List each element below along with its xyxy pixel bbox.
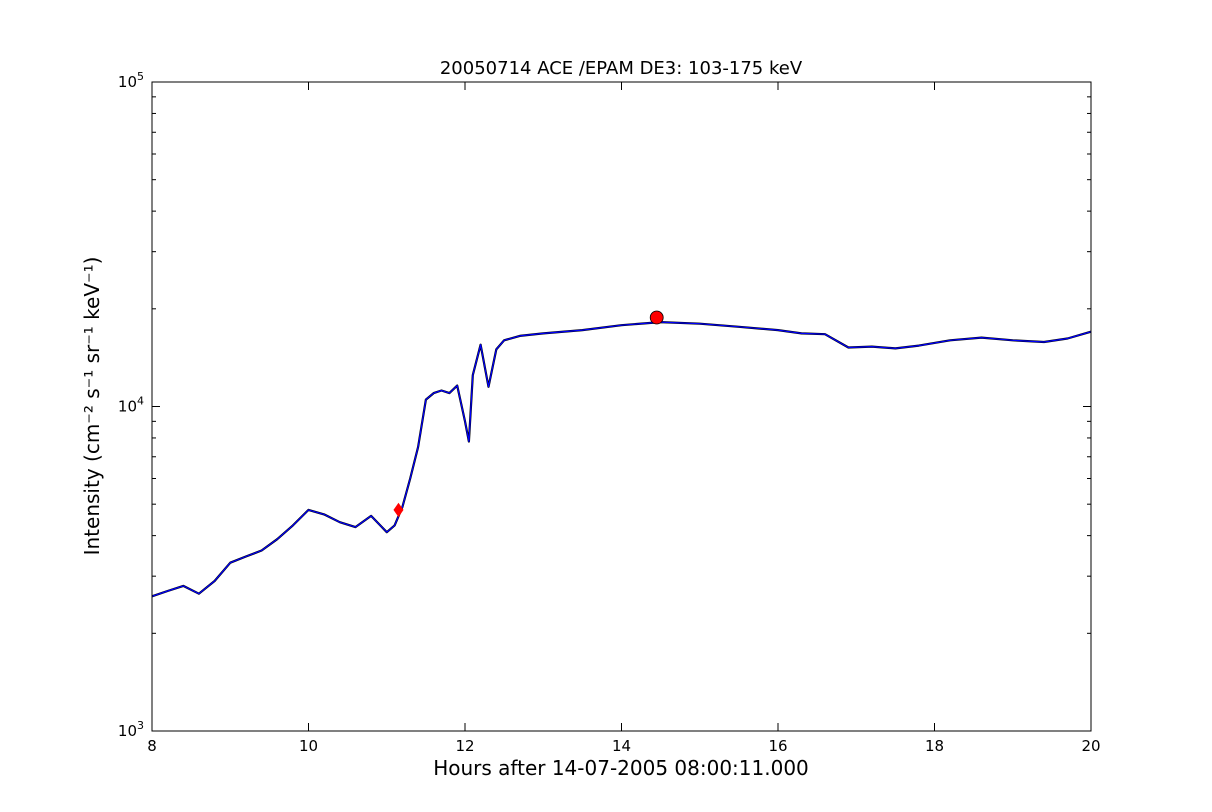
chart-title: 20050714 ACE /EPAM DE3: 103-175 keV bbox=[440, 58, 803, 79]
marker-diamond-0 bbox=[393, 502, 404, 518]
y-tick-label-1: 104 bbox=[118, 395, 144, 416]
tick-layer: 8 10 12 14 16 18 20 103 104 105 bbox=[118, 70, 1101, 755]
plot-area-frame bbox=[151, 81, 1092, 732]
x-tick-label-4: 16 bbox=[768, 737, 787, 755]
series-layer bbox=[151, 321, 1092, 598]
x-axis-label: Hours after 14-07-2005 08:00:11.000 bbox=[433, 756, 809, 780]
y-tick-label-2: 105 bbox=[118, 70, 144, 91]
x-tick-label-2: 12 bbox=[455, 737, 474, 755]
y-axis-label: Intensity (cm⁻² s⁻¹ sr⁻¹ keV⁻¹) bbox=[80, 257, 104, 556]
x-tick-label-6: 20 bbox=[1081, 737, 1100, 755]
x-tick-label-1: 10 bbox=[299, 737, 318, 755]
x-tick-label-3: 14 bbox=[612, 737, 631, 755]
marker-layer bbox=[393, 310, 664, 518]
x-tick-label-5: 18 bbox=[925, 737, 944, 755]
x-tick-label-0: 8 bbox=[147, 737, 157, 755]
y-tick-label-0: 103 bbox=[118, 719, 144, 740]
marker-circle-1 bbox=[649, 310, 664, 325]
series-line-smoothed bbox=[151, 321, 1092, 597]
